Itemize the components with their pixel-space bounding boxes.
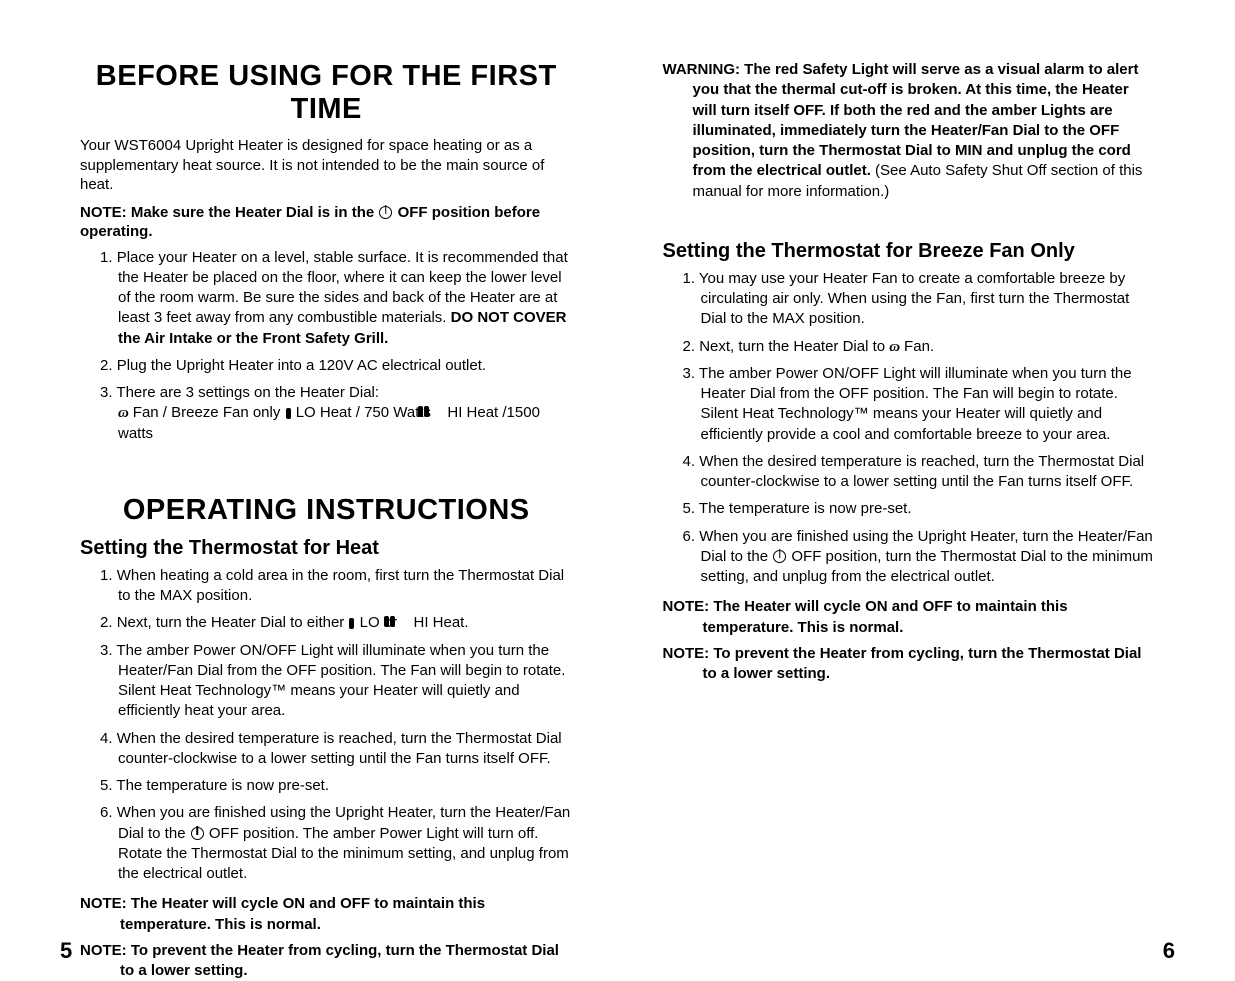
subheading-fan: Setting the Thermostat for Breeze Fan On… (663, 240, 1156, 263)
list-item: When the desired temperature is reached,… (673, 452, 1156, 493)
note-cycle: NOTE: The Heater will cycle ON and OFF t… (663, 597, 1156, 638)
off-icon (773, 550, 786, 563)
list-item: When the desired temperature is reached,… (90, 729, 573, 770)
note-prevent: NOTE: To prevent the Heater from cycling… (80, 941, 573, 981)
page-number: 5 (60, 938, 72, 964)
lo-icon (349, 618, 354, 629)
list-item: You may use your Heater Fan to create a … (673, 269, 1156, 330)
list-item: When heating a cold area in the room, fi… (90, 566, 573, 607)
list-item: When you are finished using the Upright … (673, 527, 1156, 588)
off-icon (191, 827, 204, 840)
list-item: The temperature is now pre-set. (90, 776, 573, 796)
subheading-heat: Setting the Thermostat for Heat (80, 537, 573, 560)
intro-text: Your WST6004 Upright Heater is designed … (80, 136, 573, 195)
heading-before-using: BEFORE USING FOR THE FIRST TIME (80, 60, 573, 126)
list-item: Next, turn the Heater Dial to either LO … (90, 613, 573, 633)
hi-icon (402, 613, 408, 633)
hi-icon (436, 403, 442, 423)
list-item: Place your Heater on a level, stable sur… (90, 248, 573, 349)
note-prevent: NOTE: To prevent the Heater from cycling… (663, 644, 1156, 685)
heading-operating: OPERATING INSTRUCTIONS (80, 494, 573, 527)
note-cycle: NOTE: The Heater will cycle ON and OFF t… (80, 894, 573, 935)
list-item: When you are finished using the Upright … (90, 803, 573, 884)
heat-steps: When heating a cold area in the room, fi… (80, 566, 573, 885)
page-6: WARNING: The red Safety Light will serve… (618, 60, 1186, 934)
list-item: The amber Power ON/OFF Light will illumi… (90, 641, 573, 722)
list-item: Next, turn the Heater Dial to ɷ Fan. (673, 337, 1156, 357)
page-number: 6 (1163, 938, 1175, 964)
fan-icon: ɷ (118, 405, 129, 421)
note-pre: NOTE: Make sure the Heater Dial is in th… (80, 204, 378, 221)
before-use-steps: Place your Heater on a level, stable sur… (80, 248, 573, 444)
note-dial-off: NOTE: Make sure the Heater Dial is in th… (80, 203, 573, 242)
list-item: The temperature is now pre-set. (673, 499, 1156, 519)
lo-icon (286, 408, 291, 419)
list-item: Plug the Upright Heater into a 120V AC e… (90, 356, 573, 376)
fan-steps: You may use your Heater Fan to create a … (663, 269, 1156, 588)
fan-icon: ɷ (889, 339, 900, 355)
off-icon (379, 206, 392, 219)
page-5: BEFORE USING FOR THE FIRST TIME Your WST… (50, 60, 618, 934)
warning-safety-light: WARNING: The red Safety Light will serve… (663, 60, 1156, 202)
list-item: The amber Power ON/OFF Light will illumi… (673, 364, 1156, 445)
list-item: There are 3 settings on the Heater Dial:… (90, 383, 573, 444)
